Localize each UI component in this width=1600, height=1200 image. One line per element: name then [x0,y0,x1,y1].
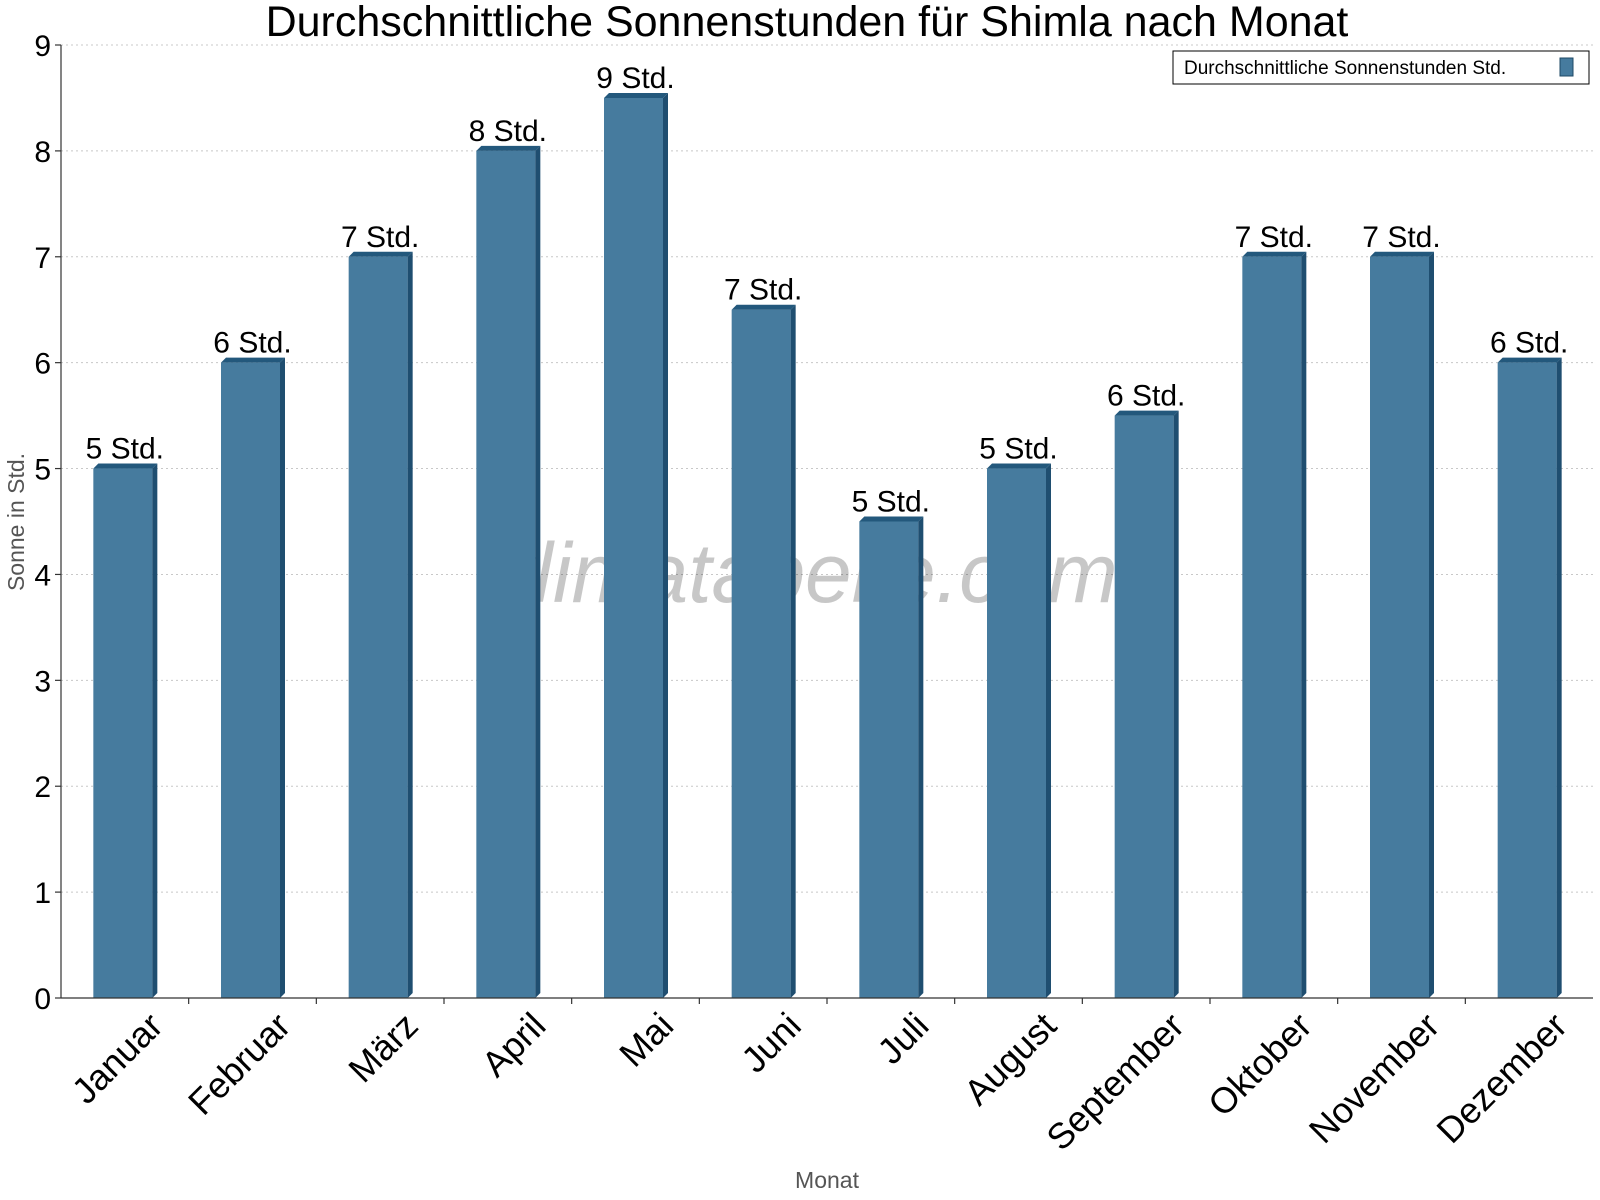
bar-front [987,468,1046,998]
bar-top [604,92,668,98]
bar-juni [731,304,796,998]
bar-top [859,516,924,522]
bar-side [1556,357,1562,999]
x-tick-label: August [956,1005,1064,1113]
bar-front [348,256,408,998]
y-tick-label: 0 [34,983,51,1016]
bar-märz [348,251,413,998]
x-tick-label: Dezember [1428,1005,1574,1151]
bar-oktober [1242,251,1307,998]
bar-top [221,357,285,363]
bar-side [1301,251,1307,998]
bar-front [1242,256,1302,998]
x-tick-label: Februar [180,1005,298,1123]
bar-side [280,357,285,999]
bar-side [918,516,924,998]
x-tick-label: November [1301,1005,1447,1151]
bar-februar [221,357,285,999]
bar-top [987,463,1051,469]
x-tick-label: Juni [733,1005,809,1081]
bar-side [407,251,413,998]
legend: Durchschnittliche Sonnenstunden Std. [1172,50,1590,85]
bar-front [604,97,663,998]
x-tick-label: April [474,1005,554,1085]
x-tick-label: Oktober [1200,1005,1320,1125]
bar-side [1173,410,1179,999]
bar-front [1370,256,1429,998]
bar-top [93,463,158,469]
bar-april [476,145,541,998]
y-tick-label: 5 [34,454,51,487]
data-label: 7 Std. [341,221,419,254]
bar-side [535,145,541,998]
data-label: 5 Std. [979,433,1057,466]
bar-front [476,150,536,998]
data-labels: 5 Std. 6 Std. 7 Std. 8 Std. 9 Std. 7 Std. 5 St… [86,62,1569,519]
data-label: 8 Std. [469,115,547,148]
bar-front [93,468,153,998]
bar-januar [93,463,158,998]
bar-top [1242,251,1307,257]
y-tick-label: 6 [34,348,51,381]
x-tick-label: März [340,1005,426,1091]
grid-lines [61,44,1593,893]
bar-front [1114,415,1174,999]
bar-front [859,521,919,998]
bar-side [152,463,158,998]
data-label: 6 Std. [213,327,291,360]
bar-front [731,309,791,998]
bar-dezember [1497,357,1562,999]
bar-side [1046,463,1051,998]
bar-top [1497,357,1562,363]
data-label: 6 Std. [1107,380,1185,413]
legend-box [1172,50,1590,85]
data-label: 6 Std. [1490,327,1568,360]
x-tick-label: September [1038,1005,1192,1159]
y-tick-label: 7 [34,242,51,275]
bar-side [663,92,668,998]
bar-top [476,145,541,151]
bar-front [1497,362,1557,999]
bar-front [221,362,280,999]
data-label: 7 Std. [724,274,802,307]
data-label: 7 Std. [1362,221,1440,254]
bar-juli [859,516,924,998]
data-label: 5 Std. [86,433,164,466]
bar-mai [604,92,668,998]
x-axis-ticks: Januar Februar März April Mai Juni Juli AugustS… [64,998,1575,1158]
y-tick-label: 9 [34,30,51,63]
x-tick-label: Januar [64,1005,171,1112]
data-label: 9 Std. [596,62,674,95]
bar-november [1370,251,1434,998]
bar-august [987,463,1051,998]
x-axis-label: Monat [795,1167,860,1193]
chart-title: Durchschnittliche Sonnenstunden für Shim… [266,0,1349,46]
y-axis-label: Sonne in Std. [3,453,29,591]
x-tick-label: Juli [869,1005,936,1072]
x-tick-label: Mai [611,1005,681,1075]
y-tick-label: 3 [34,665,51,698]
bars [93,92,1562,999]
bar-september [1114,410,1179,999]
y-tick-label: 8 [34,136,51,169]
data-label: 5 Std. [852,486,930,519]
bar-side [1429,251,1434,998]
bar-top [731,304,796,310]
bar-top [348,251,413,257]
y-axis-ticks: 0 1 2 3 4 5 6 7 8 9 [34,30,61,1016]
legend-swatch [1559,57,1574,77]
bar-side [790,304,796,998]
bar-top [1114,410,1179,416]
y-tick-label: 2 [34,771,51,804]
bar-top [1370,251,1434,257]
legend-entry-label: Durchschnittliche Sonnenstunden Std. [1184,58,1506,79]
y-tick-label: 4 [34,559,51,592]
data-label: 7 Std. [1235,221,1313,254]
y-tick-label: 1 [34,877,51,910]
